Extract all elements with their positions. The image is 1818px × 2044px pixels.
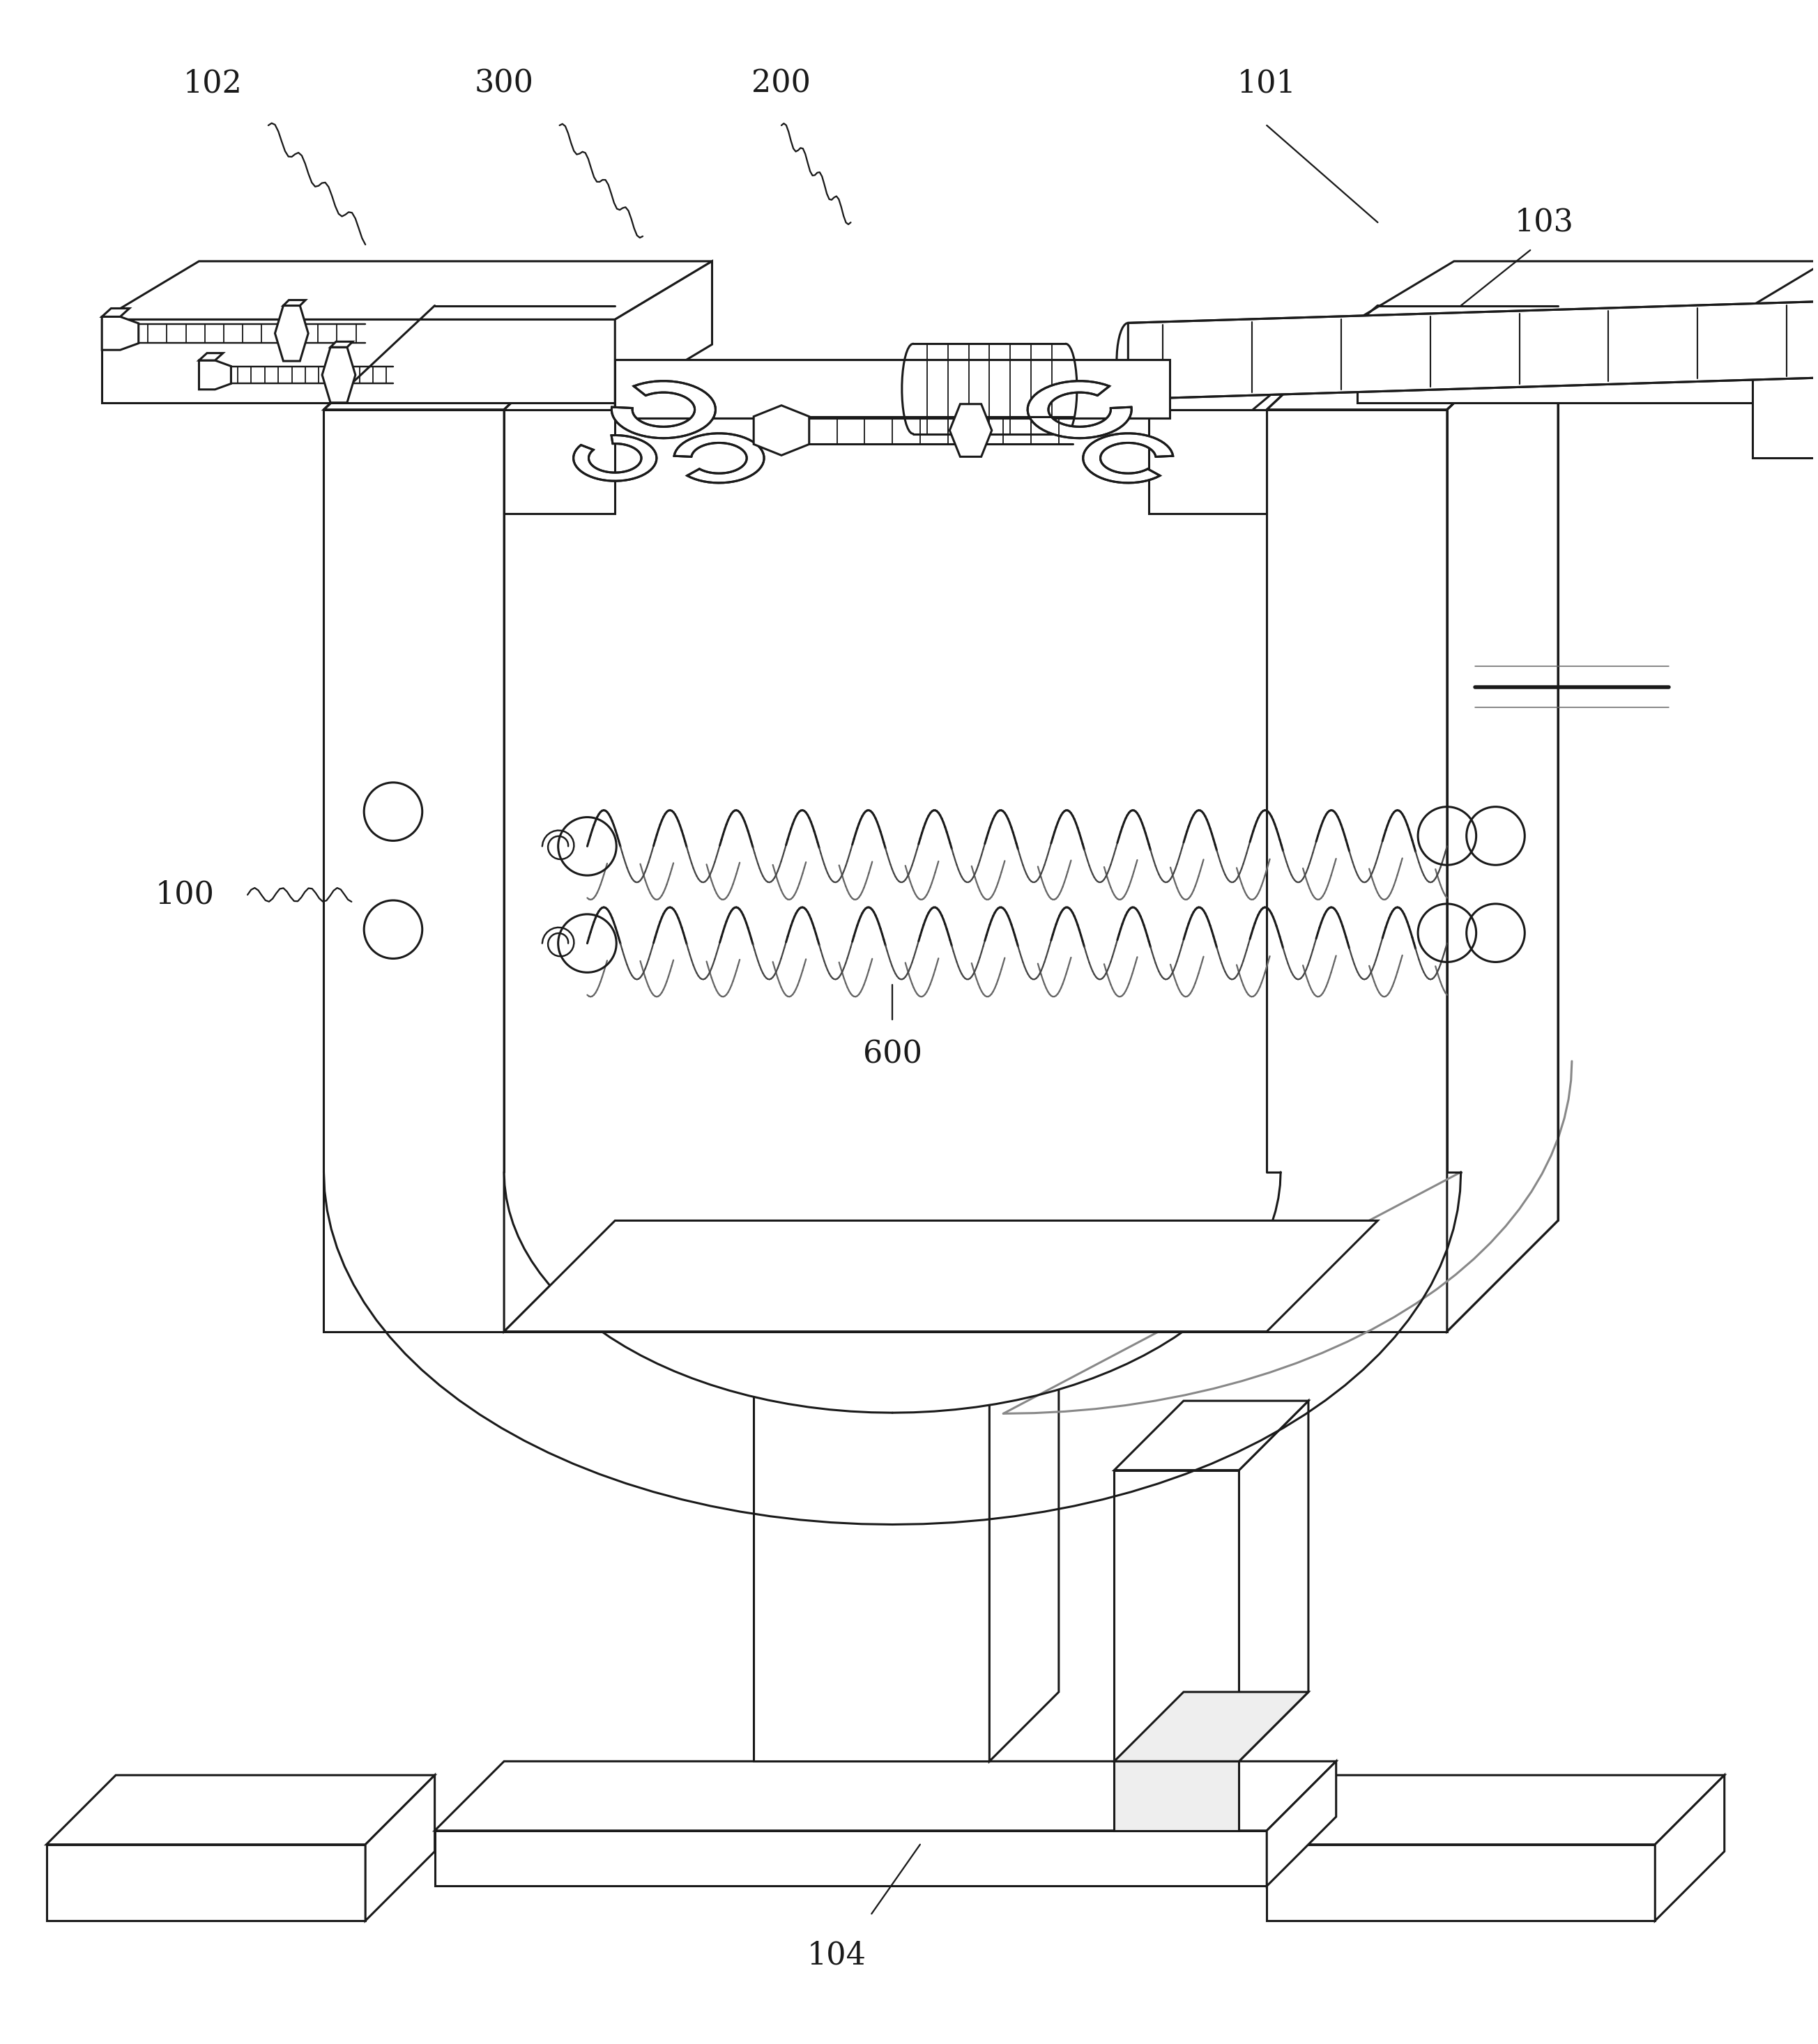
Polygon shape — [1114, 1762, 1240, 1831]
Polygon shape — [324, 409, 504, 1331]
Polygon shape — [1114, 1692, 1309, 1762]
Text: 300: 300 — [474, 69, 534, 98]
Polygon shape — [102, 262, 713, 319]
Polygon shape — [284, 300, 305, 307]
Polygon shape — [1027, 380, 1131, 437]
Polygon shape — [1240, 1400, 1309, 1762]
Polygon shape — [573, 435, 656, 480]
Polygon shape — [331, 341, 353, 347]
Polygon shape — [614, 360, 1169, 417]
Polygon shape — [1753, 307, 1818, 458]
Polygon shape — [1356, 262, 1818, 319]
Polygon shape — [102, 319, 614, 403]
Polygon shape — [365, 1774, 435, 1921]
Polygon shape — [1149, 409, 1267, 513]
Polygon shape — [1447, 307, 1558, 1331]
Polygon shape — [989, 1310, 1058, 1762]
Polygon shape — [1114, 1470, 1240, 1762]
Text: 102: 102 — [184, 69, 242, 98]
Polygon shape — [754, 405, 809, 456]
Polygon shape — [611, 380, 716, 437]
Polygon shape — [1084, 433, 1173, 482]
Polygon shape — [754, 1380, 989, 1762]
Polygon shape — [1114, 1400, 1309, 1470]
Text: 600: 600 — [864, 1038, 922, 1069]
Polygon shape — [1267, 307, 1558, 409]
Polygon shape — [1753, 256, 1818, 307]
Text: 100: 100 — [156, 879, 215, 910]
Polygon shape — [614, 262, 713, 403]
Polygon shape — [198, 360, 231, 390]
Polygon shape — [47, 1844, 365, 1921]
Polygon shape — [1267, 409, 1447, 1331]
Polygon shape — [102, 317, 138, 350]
Polygon shape — [504, 409, 614, 513]
Polygon shape — [324, 307, 614, 409]
Text: 200: 200 — [753, 69, 811, 98]
Text: 104: 104 — [807, 1940, 867, 1970]
Polygon shape — [102, 309, 129, 317]
Polygon shape — [949, 405, 993, 456]
Polygon shape — [198, 354, 224, 360]
Polygon shape — [1356, 319, 1773, 403]
Polygon shape — [1654, 1774, 1725, 1921]
Polygon shape — [275, 307, 309, 362]
Polygon shape — [504, 307, 614, 1331]
Polygon shape — [1267, 1762, 1336, 1887]
Polygon shape — [754, 1310, 1058, 1380]
Polygon shape — [435, 1762, 1336, 1831]
Text: 103: 103 — [1514, 206, 1574, 237]
Polygon shape — [435, 1831, 1267, 1887]
Polygon shape — [504, 1220, 1378, 1331]
Polygon shape — [1129, 300, 1818, 399]
Polygon shape — [47, 1774, 435, 1844]
Polygon shape — [322, 347, 355, 403]
Polygon shape — [674, 433, 764, 482]
Polygon shape — [504, 409, 1280, 1412]
Polygon shape — [1267, 1774, 1725, 1844]
Text: 101: 101 — [1238, 69, 1296, 98]
Polygon shape — [1773, 262, 1818, 403]
Polygon shape — [1267, 1844, 1654, 1921]
